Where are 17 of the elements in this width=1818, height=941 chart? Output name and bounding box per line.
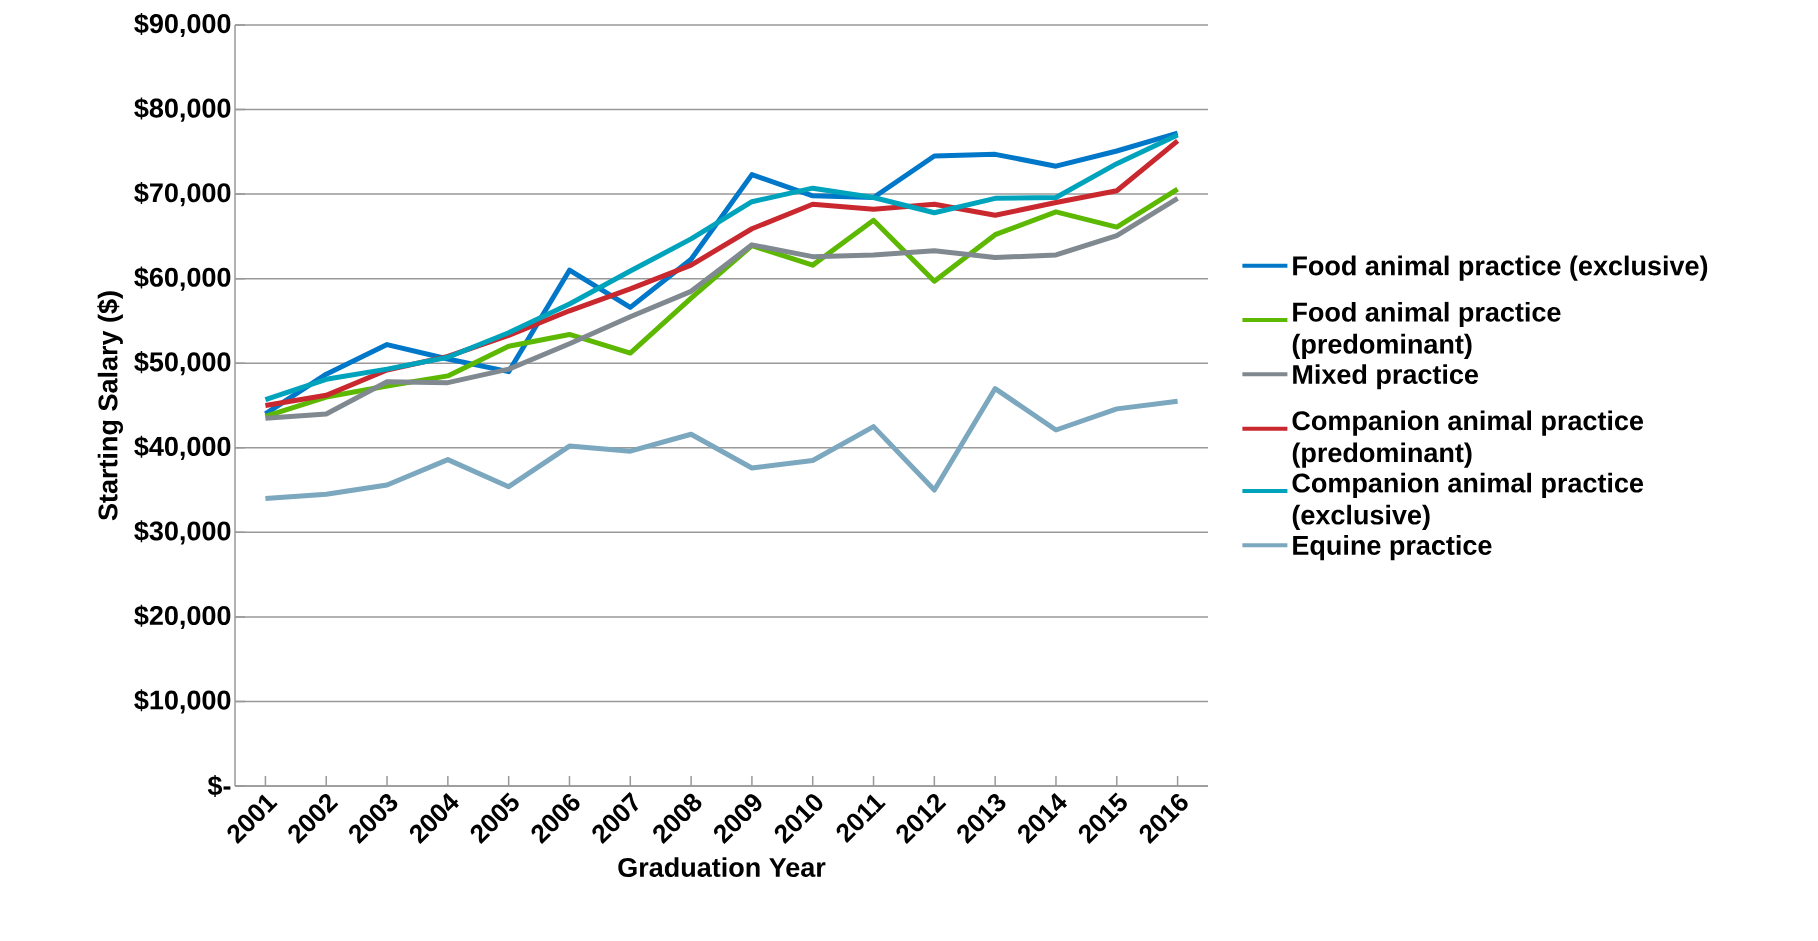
y-tick-label: $90,000: [134, 12, 231, 38]
legend-label: Companion animal practice (exclusive): [1292, 472, 1644, 530]
x-axis-title: Graduation Year: [618, 857, 826, 877]
legend-label: Mixed practice: [1293, 364, 1479, 390]
y-tick-label: $60,000: [134, 266, 231, 291]
y-tick-label: $70,000: [134, 181, 231, 207]
y-tick-label: $20,000: [134, 604, 231, 629]
y-tick-label: $80,000: [134, 97, 231, 122]
y-axis-title: Starting Salary ($): [97, 291, 124, 521]
y-tick-label: $10,000: [134, 689, 231, 714]
y-tick-label: $40,000: [134, 435, 231, 460]
legend-label: Food animal practice (predominant): [1292, 301, 1561, 360]
y-tick-label: $30,000: [134, 520, 231, 545]
legend-label: Food animal practice (exclusive): [1293, 255, 1708, 281]
y-tick-label: $50,000: [134, 351, 231, 376]
legend-label: Equine practice: [1293, 535, 1492, 561]
legend-label: Companion animal practice (predominant): [1292, 410, 1644, 468]
